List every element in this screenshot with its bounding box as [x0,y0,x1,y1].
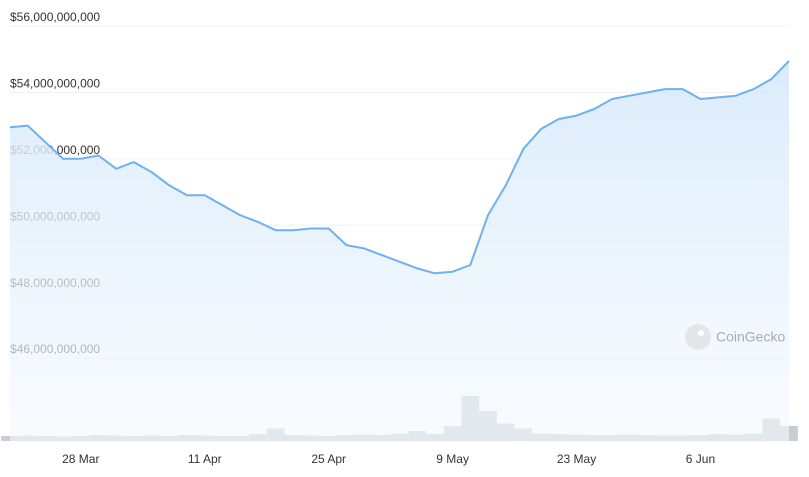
x-tick-label: 25 Apr [311,452,346,466]
watermark-logo-eye [698,330,704,336]
area [10,60,789,443]
watermark-logo [685,324,711,350]
y-tick-label: $56,000,000,000 [10,10,100,24]
plot [1,60,798,443]
watermark-text: CoinGecko [716,329,785,345]
x-tick-label: 6 Jun [686,452,715,466]
line [9,60,790,275]
watermark: CoinGecko [685,324,785,350]
y-tick-label: $54,000,000,000 [10,77,100,91]
x-tick-label: 9 May [436,452,469,466]
x-tick-label: 23 May [557,452,596,466]
x-tick-label: 28 Mar [62,452,99,466]
x-tick-label: 11 Apr [188,452,222,466]
